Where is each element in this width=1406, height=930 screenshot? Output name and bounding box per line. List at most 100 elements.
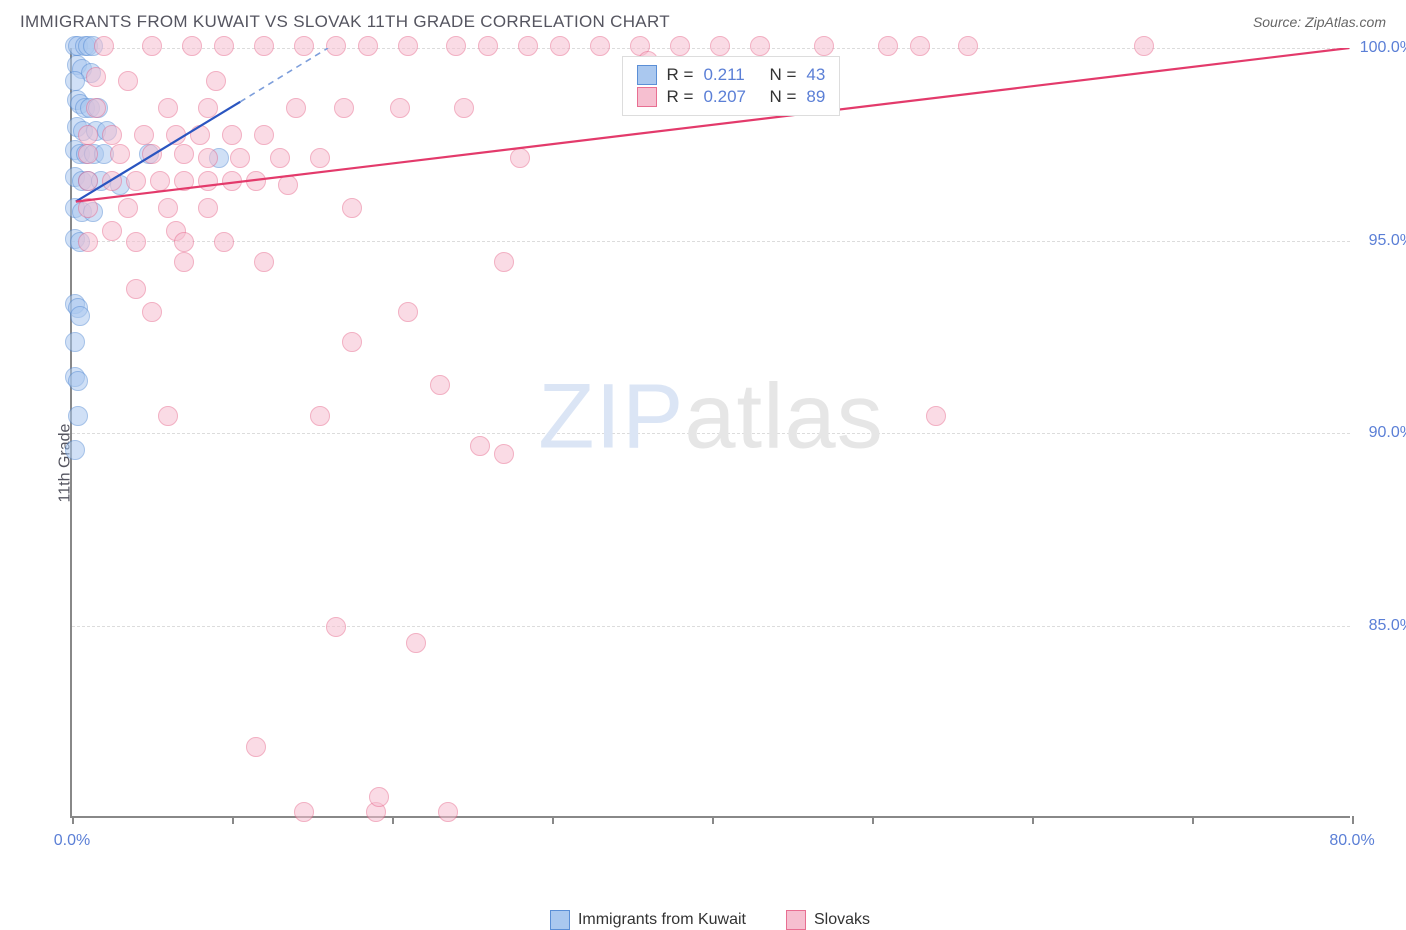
- data-point-slovak: [198, 171, 218, 191]
- data-point-slovak: [182, 36, 202, 56]
- x-tick: [712, 816, 714, 824]
- data-point-slovak: [369, 787, 389, 807]
- data-point-slovak: [190, 125, 210, 145]
- data-point-slovak: [198, 198, 218, 218]
- source-credit: Source: ZipAtlas.com: [1253, 14, 1386, 30]
- x-tick: [72, 816, 74, 824]
- data-point-slovak: [438, 802, 458, 822]
- x-tick-label: 0.0%: [54, 832, 90, 850]
- data-point-slovak: [398, 36, 418, 56]
- data-point-slovak: [358, 36, 378, 56]
- data-point-slovak: [78, 198, 98, 218]
- chart-title: IMMIGRANTS FROM KUWAIT VS SLOVAK 11TH GR…: [20, 12, 670, 32]
- data-point-slovak: [494, 444, 514, 464]
- data-point-slovak: [118, 71, 138, 91]
- data-point-slovak: [590, 36, 610, 56]
- legend-swatch: [637, 87, 657, 107]
- watermark: ZIPatlas: [538, 364, 883, 469]
- legend-swatch: [550, 910, 570, 930]
- data-point-slovak: [206, 71, 226, 91]
- data-point-slovak: [454, 98, 474, 118]
- legend-swatch: [637, 65, 657, 85]
- data-point-slovak: [246, 171, 266, 191]
- data-point-slovak: [406, 633, 426, 653]
- x-tick: [1192, 816, 1194, 824]
- data-point-slovak: [478, 36, 498, 56]
- y-tick-label: 90.0%: [1369, 424, 1406, 442]
- series-legend: Immigrants from KuwaitSlovaks: [70, 910, 1350, 930]
- data-point-slovak: [286, 98, 306, 118]
- x-tick: [232, 816, 234, 824]
- data-point-slovak: [510, 148, 530, 168]
- x-tick: [552, 816, 554, 824]
- y-tick-label: 95.0%: [1369, 232, 1406, 250]
- data-point-slovak: [494, 252, 514, 272]
- data-point-slovak: [310, 148, 330, 168]
- data-point-slovak: [222, 125, 242, 145]
- gridline-h: [72, 433, 1350, 434]
- x-tick: [1032, 816, 1034, 824]
- data-point-slovak: [958, 36, 978, 56]
- data-point-slovak: [926, 406, 946, 426]
- legend-row-kuwait: R =0.211N =43: [637, 65, 826, 85]
- data-point-slovak: [214, 36, 234, 56]
- chart-container: 11th Grade ZIPatlas R =0.211N =43R =0.20…: [20, 48, 1386, 878]
- gridline-h: [72, 626, 1350, 627]
- data-point-slovak: [174, 144, 194, 164]
- data-point-slovak: [118, 198, 138, 218]
- data-point-slovak: [342, 198, 362, 218]
- data-point-slovak: [126, 279, 146, 299]
- data-point-slovak: [1134, 36, 1154, 56]
- data-point-slovak: [142, 36, 162, 56]
- data-point-kuwait: [65, 440, 85, 460]
- trend-lines: [72, 48, 1350, 816]
- data-point-slovak: [446, 36, 466, 56]
- data-point-slovak: [670, 36, 690, 56]
- data-point-slovak: [142, 144, 162, 164]
- data-point-slovak: [222, 171, 242, 191]
- data-point-slovak: [470, 436, 490, 456]
- data-point-slovak: [86, 98, 106, 118]
- data-point-slovak: [174, 171, 194, 191]
- data-point-slovak: [102, 125, 122, 145]
- x-tick: [392, 816, 394, 824]
- data-point-slovak: [430, 375, 450, 395]
- data-point-slovak: [334, 98, 354, 118]
- legend-item-kuwait: Immigrants from Kuwait: [550, 910, 746, 930]
- data-point-kuwait: [65, 71, 85, 91]
- data-point-slovak: [158, 198, 178, 218]
- legend-swatch: [786, 910, 806, 930]
- legend-row-slovak: R =0.207N =89: [637, 87, 826, 107]
- data-point-slovak: [134, 125, 154, 145]
- data-point-slovak: [326, 36, 346, 56]
- data-point-slovak: [158, 406, 178, 426]
- data-point-slovak: [174, 252, 194, 272]
- data-point-slovak: [86, 67, 106, 87]
- data-point-slovak: [110, 144, 130, 164]
- data-point-slovak: [126, 232, 146, 252]
- data-point-slovak: [518, 36, 538, 56]
- data-point-slovak: [126, 171, 146, 191]
- data-point-slovak: [254, 252, 274, 272]
- data-point-slovak: [254, 36, 274, 56]
- plot-area: ZIPatlas R =0.211N =43R =0.207N =89 85.0…: [70, 48, 1350, 818]
- data-point-slovak: [102, 221, 122, 241]
- data-point-slovak: [214, 232, 234, 252]
- data-point-slovak: [198, 148, 218, 168]
- data-point-slovak: [294, 36, 314, 56]
- data-point-slovak: [814, 36, 834, 56]
- data-point-slovak: [78, 125, 98, 145]
- data-point-slovak: [326, 617, 346, 637]
- data-point-slovak: [198, 98, 218, 118]
- data-point-slovak: [342, 332, 362, 352]
- data-point-slovak: [550, 36, 570, 56]
- data-point-slovak: [278, 175, 298, 195]
- data-point-slovak: [230, 148, 250, 168]
- x-tick-label: 80.0%: [1329, 832, 1374, 850]
- data-point-kuwait: [68, 406, 88, 426]
- data-point-slovak: [750, 36, 770, 56]
- data-point-slovak: [310, 406, 330, 426]
- data-point-slovak: [710, 36, 730, 56]
- data-point-kuwait: [68, 371, 88, 391]
- data-point-slovak: [246, 737, 266, 757]
